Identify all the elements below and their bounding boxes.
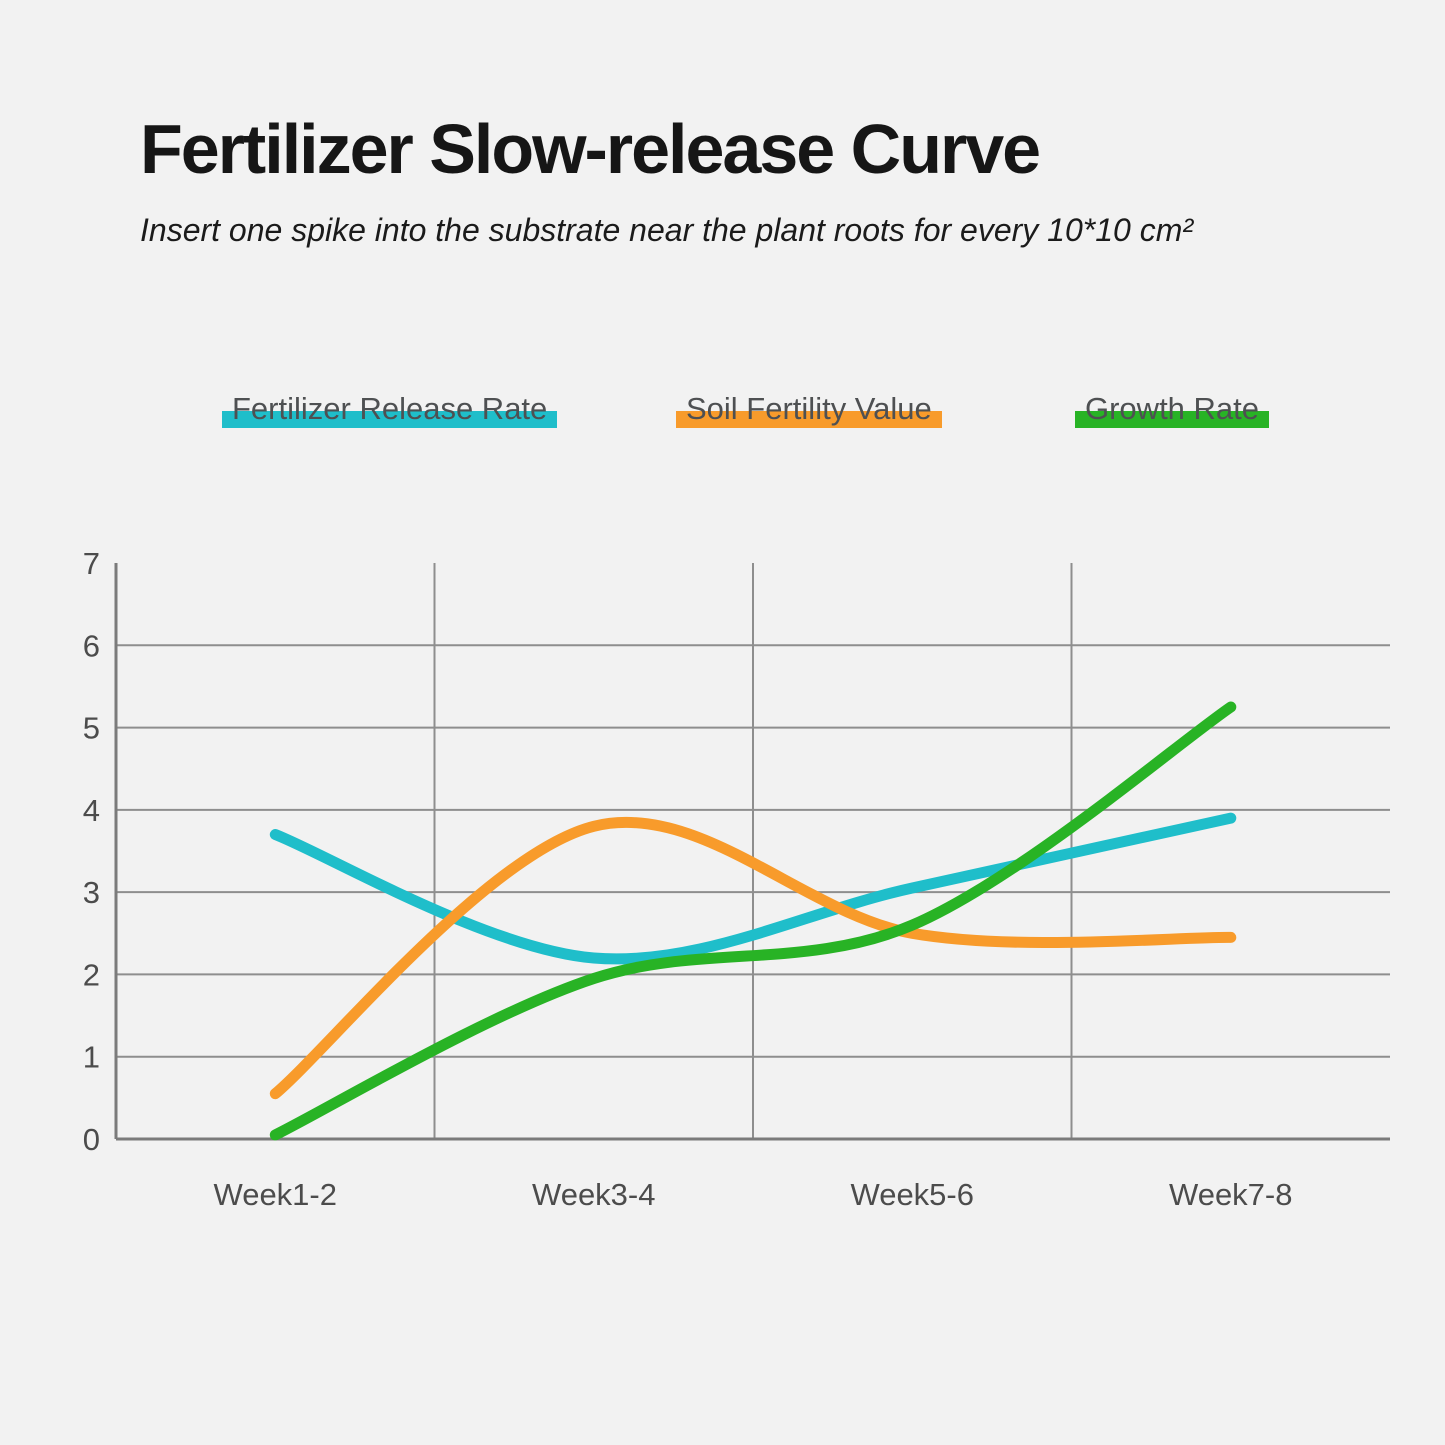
x-tick-label: Week7-8 — [1169, 1177, 1293, 1212]
series-line-fertilizer-release-rate — [269, 812, 1237, 965]
y-tick-label: 7 — [83, 546, 100, 581]
page-title: Fertilizer Slow-release Curve — [140, 110, 1041, 188]
legend-item-fertilizer-release-rate: Fertilizer Release Rate — [222, 390, 558, 428]
y-tick-label: 5 — [83, 711, 100, 746]
y-tick-label: 2 — [83, 957, 100, 992]
y-tick-label: 1 — [83, 1040, 100, 1075]
x-tick-label: Week5-6 — [851, 1177, 975, 1212]
legend-label: Growth Rate — [1085, 391, 1260, 426]
legend-swatch-growth-rate — [1075, 411, 1270, 428]
x-tick-label: Week3-4 — [532, 1177, 656, 1212]
legend-swatch-soil-fertility-value — [676, 411, 942, 428]
series-line-soil-fertility-value — [269, 816, 1237, 1100]
legend-label: Soil Fertility Value — [686, 391, 932, 426]
y-tick-label: 4 — [83, 793, 100, 828]
legend-swatch-fertilizer-release-rate — [222, 411, 558, 428]
y-tick-label: 0 — [83, 1122, 100, 1157]
series-line-growth-rate — [269, 701, 1237, 1141]
y-tick-label: 3 — [83, 875, 100, 910]
page-subtitle: Insert one spike into the substrate near… — [140, 212, 1194, 248]
chart-legend: Fertilizer Release Rate Soil Fertility Va… — [0, 390, 1445, 430]
x-tick-label: Week1-2 — [214, 1177, 338, 1212]
legend-item-growth-rate: Growth Rate — [1075, 390, 1270, 428]
legend-item-soil-fertility-value: Soil Fertility Value — [676, 390, 942, 428]
y-tick-label: 6 — [83, 628, 100, 663]
legend-label: Fertilizer Release Rate — [232, 391, 548, 426]
